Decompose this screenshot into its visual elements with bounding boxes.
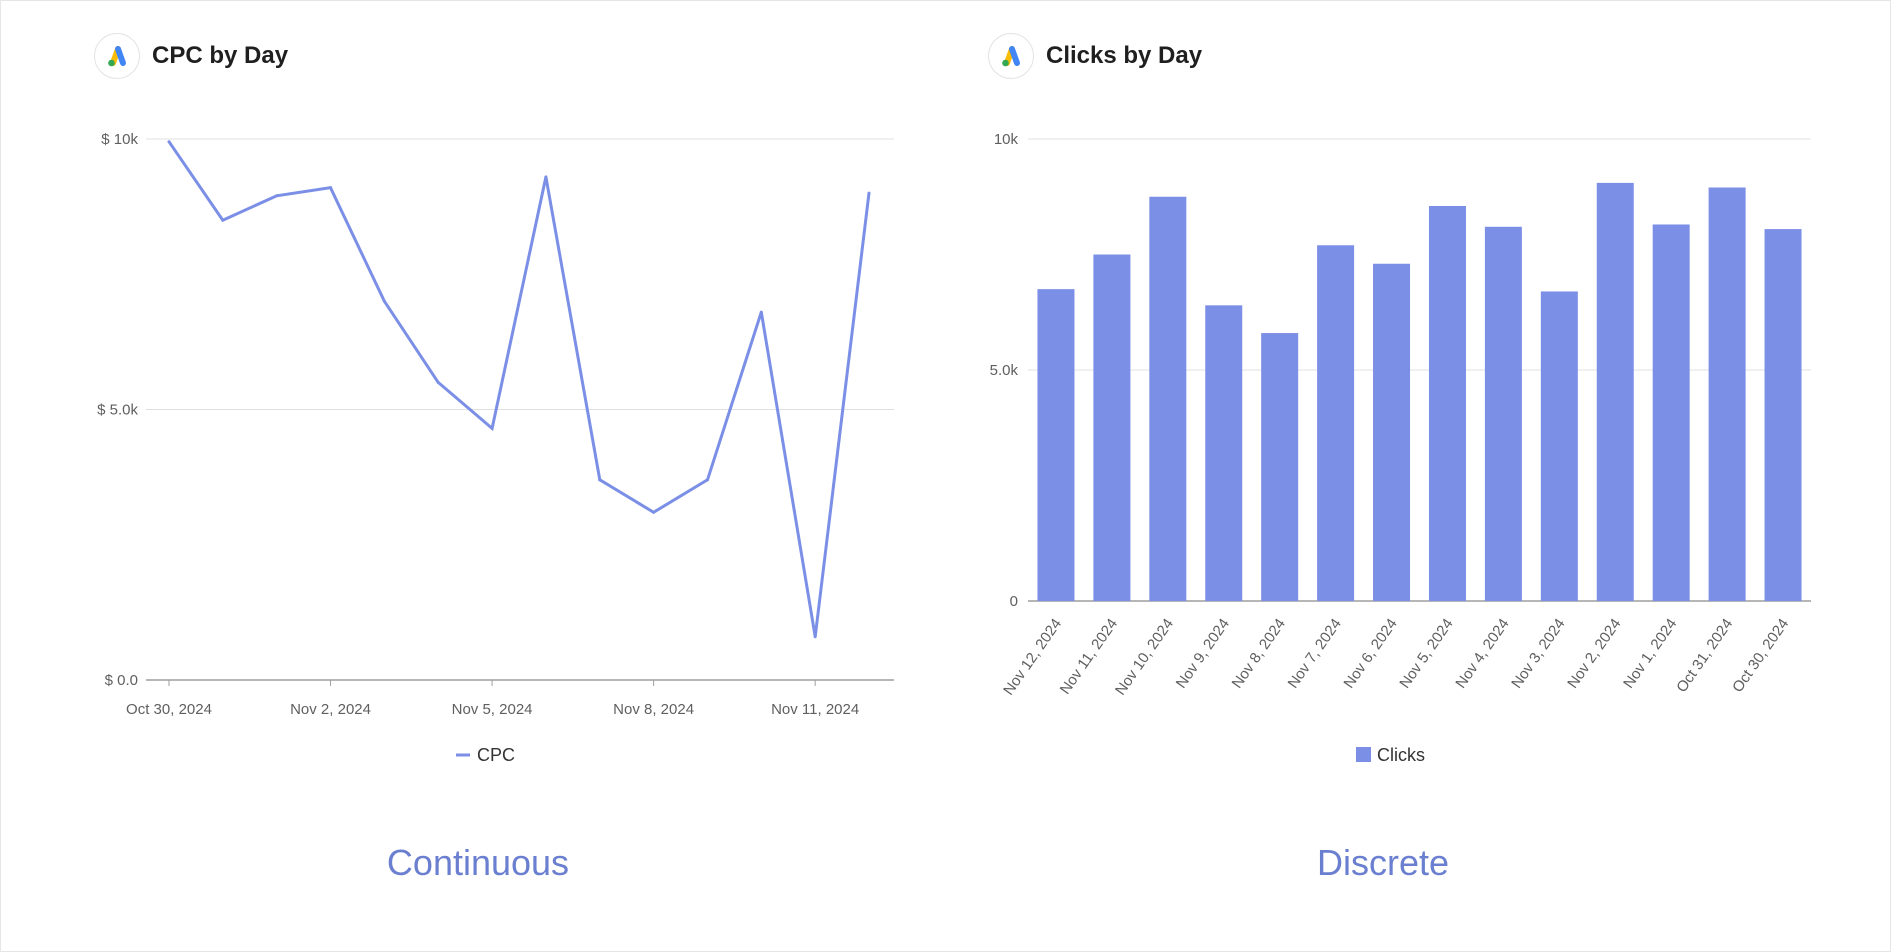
y-tick-label: $ 10k [101,131,138,148]
x-tick-label: Nov 12, 2024 [1000,616,1065,699]
clicks-bar [1708,187,1746,601]
x-tick-label: Nov 2, 2024 [1564,616,1624,692]
x-tick-label: Nov 8, 2024 [1229,616,1289,692]
x-tick-label: Nov 5, 2024 [1396,616,1456,692]
clicks-bar [1596,182,1634,601]
clicks-bar [1428,205,1466,602]
continuous-caption: Continuous [386,842,570,883]
cpc-series-line [167,140,871,637]
y-tick-label: $ 5.0k [97,402,138,419]
cpc-data-point [167,140,171,144]
cpc-data-point [813,635,817,639]
x-tick-label: Nov 5, 2024 [452,701,533,718]
x-tick-label: Nov 10, 2024 [1112,616,1177,699]
clicks-bar [1317,245,1355,601]
cpc-data-point [598,478,602,482]
x-tick-label: Nov 3, 2024 [1508,616,1568,692]
x-tick-label: Nov 9, 2024 [1173,616,1233,692]
cpc-data-point [652,510,656,514]
clicks-legend: Clicks [1356,745,1425,765]
cpc-data-point [221,218,225,222]
clicks-bar [1205,305,1243,601]
cpc-legend-label: CPC [477,745,515,765]
google-ads-logo-icon [988,33,1034,79]
cpc-panel: CPC by Day $ 0.0 $ 5.0k $ 10k Oct 30, 2024 N… [0,0,900,952]
clicks-header: Clicks by Day [988,32,1202,80]
cpc-data-point [759,310,763,314]
x-tick-label: Nov 8, 2024 [613,701,694,718]
clicks-bar [1373,263,1411,601]
x-tick-label: Nov 11, 2024 [771,701,859,718]
clicks-bar [1540,291,1578,601]
clicks-bar [1093,254,1131,601]
cpc-line-chart: $ 0.0 $ 5.0k $ 10k Oct 30, 2024 Nov 2, 2024 N… [97,131,894,765]
cpc-data-point [329,186,333,190]
clicks-chart-title: Clicks by Day [1046,42,1203,69]
cpc-data-point [490,426,494,430]
cpc-data-point [382,299,386,303]
cpc-data-point [544,175,548,179]
y-tick-label: 5.0k [990,362,1019,379]
y-tick-label: $ 0.0 [105,672,138,689]
x-tick-label: Nov 1, 2024 [1620,616,1680,692]
clicks-bar [1652,224,1690,601]
clicks-bar [1764,229,1802,601]
y-tick-label: 10k [994,131,1019,148]
cpc-data-point [705,478,709,482]
cpc-header: CPC by Day [94,32,288,80]
google-ads-logo-icon [94,33,140,79]
clicks-bar [1037,289,1075,601]
x-tick-label: Nov 11, 2024 [1057,616,1121,698]
x-tick-label: Oct 31, 2024 [1673,616,1736,696]
cpc-legend: CPC [456,745,515,765]
x-tick-label: Nov 7, 2024 [1285,616,1345,692]
cpc-data-point [436,380,440,384]
x-tick-label: Nov 2, 2024 [290,701,371,718]
cpc-data-point [275,194,279,198]
cpc-data-point [867,191,871,195]
clicks-bar [1149,196,1187,601]
cpc-chart-title: CPC by Day [152,42,289,69]
x-tick-label: Nov 4, 2024 [1452,616,1512,692]
clicks-panel: Clicks by Day 0 5.0k 10k Nov 12, 2024 Nov 11… [900,0,1811,952]
y-tick-label: 0 [1010,593,1018,610]
x-tick-label: Oct 30, 2024 [126,701,212,718]
clicks-legend-label: Clicks [1377,745,1425,765]
clicks-bar [1484,226,1522,601]
clicks-legend-swatch [1356,747,1371,762]
clicks-bar [1261,333,1299,601]
discrete-caption: Discrete [1316,842,1450,883]
x-tick-label: Nov 6, 2024 [1340,616,1400,692]
x-tick-label: Oct 30, 2024 [1729,616,1792,696]
